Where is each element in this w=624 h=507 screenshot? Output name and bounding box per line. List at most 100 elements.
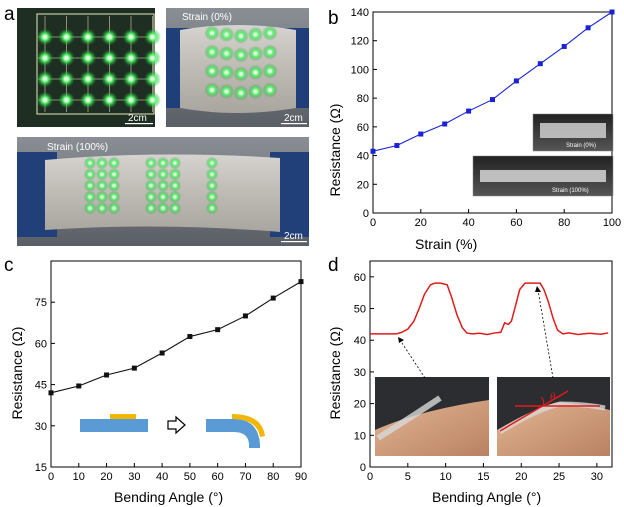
x-tick-label: 100 [603, 217, 621, 229]
data-point [370, 148, 376, 154]
y-tick-label: 10 [354, 430, 366, 442]
led-dot [128, 97, 134, 103]
x-tick-label: 60 [510, 217, 522, 229]
led-dot [268, 69, 272, 73]
panel-d-label: d [328, 255, 339, 276]
x-tick-label: 0 [48, 471, 54, 483]
led-dot [253, 70, 258, 75]
data-point [513, 78, 519, 84]
led-dot [224, 51, 229, 56]
y-tick-label: 100 [351, 64, 369, 76]
led-dot [210, 161, 214, 165]
led-dot [224, 32, 229, 37]
led-dot [107, 97, 112, 103]
led-dot [100, 195, 104, 199]
led-grid [36, 16, 161, 112]
x-tick-label: 0 [370, 217, 376, 229]
data-point [585, 25, 591, 31]
y-tick-label: 0 [363, 208, 369, 220]
led-dot [268, 88, 272, 92]
led-dot [85, 76, 91, 82]
data-point [159, 350, 165, 356]
led-dot [85, 55, 91, 61]
led-dot [210, 88, 214, 92]
data-point [490, 97, 495, 103]
data-point [104, 372, 110, 378]
scale-label-3: 2cm [284, 231, 303, 242]
led-dot [161, 172, 165, 176]
x-tick-label: 5 [405, 471, 411, 483]
led-dot [112, 184, 116, 188]
chart-b-ylabel: Resistance (Ω) [327, 104, 343, 197]
plot-frame [369, 260, 613, 468]
y-tick-label: 80 [357, 93, 369, 105]
x-tick-label: 40 [462, 217, 474, 229]
led-dot [85, 97, 91, 103]
y-tick-label: 60 [357, 122, 369, 134]
x-tick-label: 20 [415, 217, 427, 229]
led-dot [128, 34, 134, 40]
chart-d-ylabel: Resistance (Ω) [327, 327, 343, 420]
data-point [242, 313, 248, 319]
x-tick-label: 20 [515, 471, 527, 483]
x-tick-label: 10 [440, 471, 452, 483]
data-point [561, 43, 567, 49]
y-tick-label: 0 [360, 462, 366, 474]
y-tick-label: 40 [357, 151, 369, 163]
led-grid-photo: 2cm [17, 8, 161, 127]
led-dot [150, 34, 155, 40]
y-tick-label: 30 [35, 421, 47, 433]
led-dot [128, 55, 134, 61]
x-tick-label: 15 [477, 471, 489, 483]
inset-strain-photos: Strain (0%) Strain (100%) [472, 113, 614, 197]
led-dot [42, 55, 48, 61]
x-tick-label: 30 [591, 471, 603, 483]
led-dot [161, 161, 165, 165]
strain-100-label: Strain (100%) [47, 142, 108, 153]
led-dot [112, 161, 116, 165]
data-point [187, 334, 193, 340]
led-dot [88, 195, 92, 199]
x-tick-label: 10 [73, 471, 85, 483]
led-dot [100, 172, 104, 176]
data-point [442, 121, 448, 127]
led-dot [100, 161, 104, 165]
led-dot [107, 55, 112, 61]
led-dot [150, 76, 155, 82]
series-line [50, 281, 302, 394]
plot-frame [50, 260, 302, 468]
led-dot [88, 172, 92, 176]
led-dot [149, 195, 153, 199]
y-tick-label: 60 [354, 272, 366, 284]
led-dot [239, 91, 243, 95]
led-dot [150, 55, 155, 61]
led-dot [268, 31, 272, 35]
arrow-icon [167, 415, 186, 435]
led-dot [88, 206, 92, 210]
series-line [370, 282, 609, 336]
led-dot [210, 206, 214, 210]
led-dot [268, 50, 272, 54]
plot-frame [372, 11, 613, 214]
y-tick-label: 75 [35, 297, 47, 309]
chart-c-xlabel: Bending Angle (°) [114, 489, 223, 505]
led-dot [149, 172, 153, 176]
inset-bottom-label: Strain (100%) [552, 188, 589, 194]
data-point [76, 383, 82, 389]
led-dot [64, 55, 69, 61]
led-dot [210, 172, 214, 176]
led-dot [88, 161, 92, 165]
led-dot [107, 34, 112, 40]
led-dot [128, 76, 134, 82]
panel-c-label: c [4, 255, 14, 276]
chart-c-ylabel: Resistance (Ω) [9, 327, 25, 420]
y-tick-label: 15 [35, 462, 47, 474]
chart-b-xlabel: Strain (%) [415, 236, 477, 252]
y-tick-label: 45 [35, 380, 47, 392]
chart-b: Strain (%) Resistance (Ω) 0 20 40 60 80 100 0 2… [327, 7, 621, 252]
chart-d-xlabel: Bending Angle (°) [432, 489, 541, 505]
led-dot [210, 31, 214, 35]
led-dot [112, 206, 116, 210]
x-tick-label: 0 [367, 471, 373, 483]
